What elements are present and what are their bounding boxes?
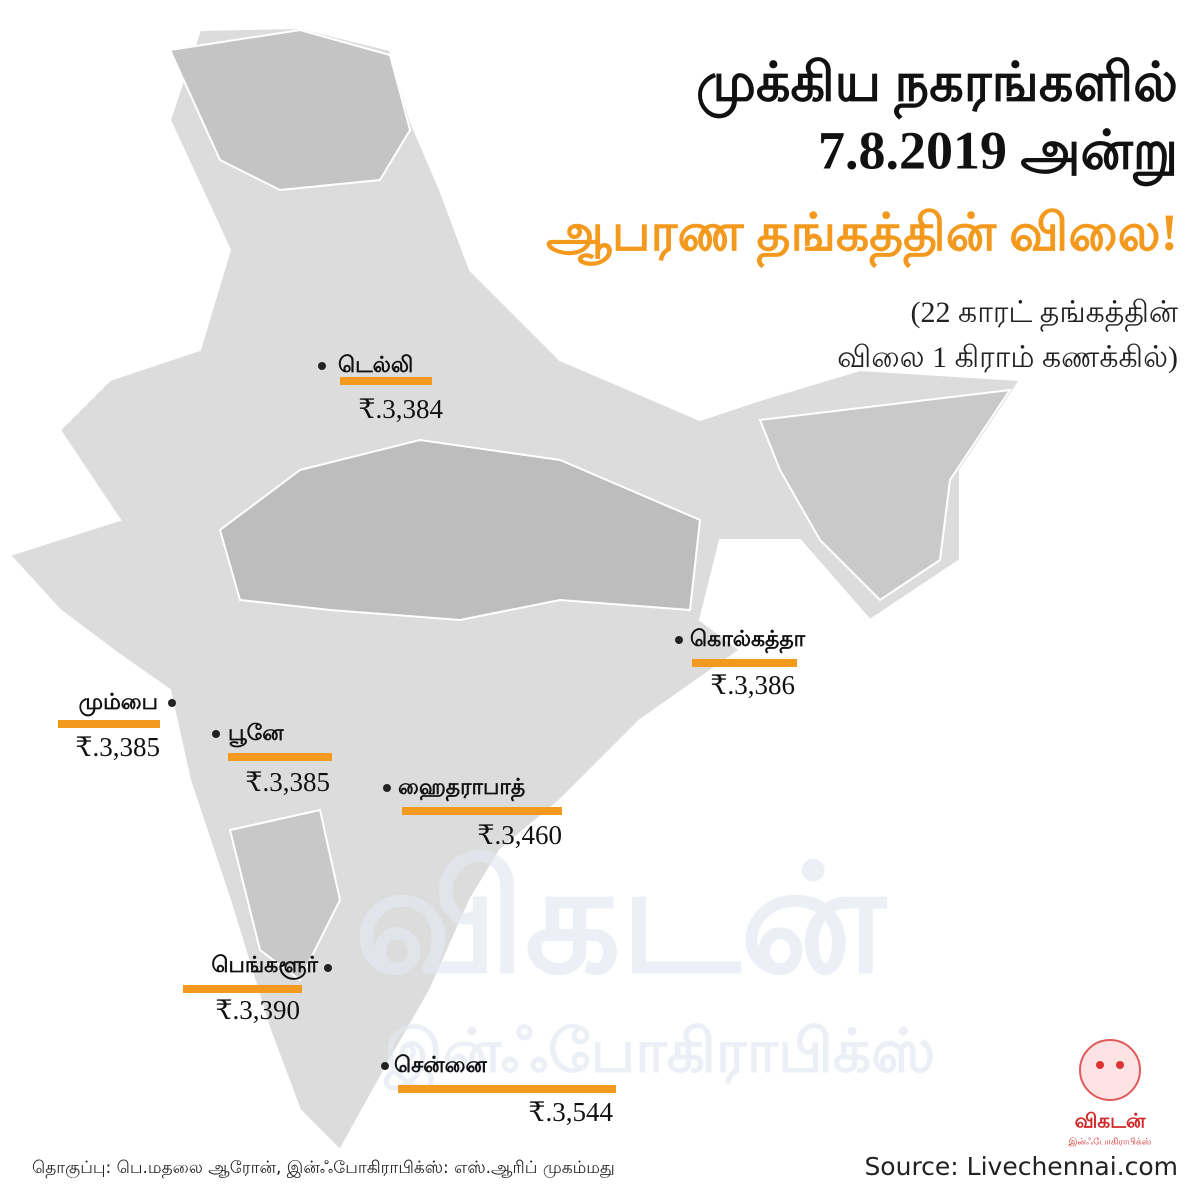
city-underline bbox=[398, 1085, 616, 1093]
logo-brand: விகடன் bbox=[1075, 1109, 1146, 1133]
map bbox=[8, 26, 1022, 1152]
city-name: டெல்லி bbox=[338, 353, 413, 378]
city-price: ₹.3,384 bbox=[358, 394, 443, 424]
logo-tagline: இன்ஃபோகிராபிக்ஸ் bbox=[1069, 1138, 1152, 1148]
watermark-brand: விகடன் bbox=[354, 833, 887, 1007]
city-price: ₹.3,460 bbox=[477, 820, 562, 850]
logo-face bbox=[1079, 1039, 1141, 1101]
highlight-title: ஆபரண தங்கத்தின் விலை! bbox=[546, 205, 1178, 269]
city-underline bbox=[340, 377, 432, 385]
city-name: பெங்களூர் bbox=[211, 953, 318, 980]
city-underline bbox=[692, 659, 797, 667]
header: முக்கிய நகரங்களில் 7.8.2019 அன்று ஆபரண த… bbox=[546, 52, 1178, 374]
title-line: முக்கிய நகரங்களில் bbox=[696, 52, 1178, 120]
city-dot bbox=[324, 964, 332, 972]
city-underline bbox=[183, 985, 302, 993]
city-dot bbox=[675, 636, 683, 644]
credits: தொகுப்பு: பெ.மதலை ஆரோன், இன்ஃபோகிராபிக்ஸ… bbox=[32, 1158, 615, 1178]
watermark: விகடன் இன்ஃபோகிராபிக்ஸ் bbox=[354, 833, 935, 1091]
city-underline bbox=[228, 753, 332, 761]
city-dot bbox=[381, 1062, 389, 1070]
city-dot bbox=[212, 730, 220, 738]
city-underline bbox=[402, 807, 562, 815]
east-region bbox=[758, 388, 1013, 602]
city-price: ₹.3,544 bbox=[528, 1097, 613, 1127]
north-region bbox=[168, 28, 412, 192]
city-price: ₹.3,390 bbox=[215, 995, 300, 1025]
city-dot bbox=[168, 699, 176, 707]
city-dot bbox=[383, 784, 391, 792]
source: Source: Livechennai.com bbox=[864, 1152, 1178, 1181]
logo: விகடன் இன்ஃபோகிராபிக்ஸ் bbox=[1069, 1039, 1152, 1148]
city-price: ₹.3,386 bbox=[710, 670, 795, 700]
title-line: 7.8.2019 அன்று bbox=[818, 120, 1178, 186]
city-underline bbox=[58, 720, 160, 728]
south-region bbox=[228, 808, 342, 982]
city-dot bbox=[318, 362, 326, 370]
logo-eye bbox=[1096, 1061, 1104, 1069]
city-name: சென்னை bbox=[394, 1053, 487, 1078]
city-name: பூனே bbox=[228, 721, 284, 748]
subtitle-line: (22 காரட் தங்கத்தின் bbox=[911, 296, 1178, 332]
city-price: ₹.3,385 bbox=[245, 767, 330, 797]
city-name: மும்பை bbox=[79, 690, 158, 717]
city-name: கொல்கத்தா bbox=[690, 627, 806, 654]
city-labels: டெல்லி ₹.3,384 கொல்கத்தா ₹.3,386 மும்பை ₹.3,3… bbox=[58, 353, 806, 1127]
city-name: ஹைதராபாத் bbox=[398, 775, 525, 802]
footer: தொகுப்பு: பெ.மதலை ஆரோன், இன்ஃபோகிராபிக்ஸ… bbox=[32, 1152, 1178, 1181]
subtitle-line: விலை 1 கிராம் கணக்கில்) bbox=[837, 341, 1178, 374]
watermark-tagline: இன்ஃபோகிராபிக்ஸ் bbox=[383, 1017, 935, 1091]
logo-eye bbox=[1116, 1061, 1124, 1069]
central-region bbox=[218, 438, 702, 622]
city-price: ₹.3,385 bbox=[75, 732, 160, 762]
